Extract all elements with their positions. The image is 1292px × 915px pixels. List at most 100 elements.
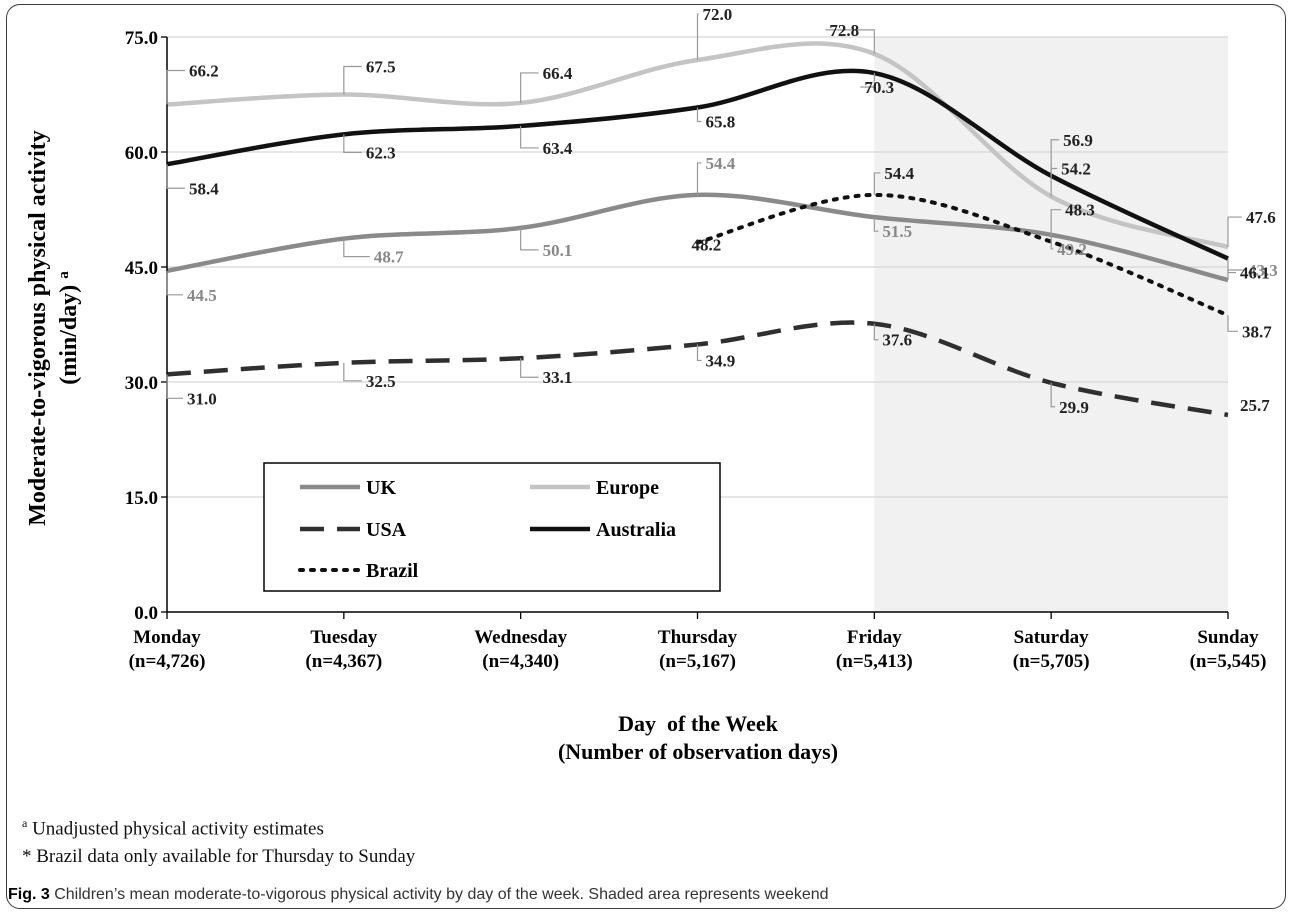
- data-label-brazil: 38.7: [1242, 322, 1272, 341]
- data-label-leader: [343, 362, 362, 382]
- data-label-leader: [166, 270, 183, 296]
- x-tick-label: Thursday: [658, 627, 738, 648]
- data-label-europe: 67.5: [366, 58, 396, 77]
- data-label-australia: 58.4: [189, 179, 219, 198]
- data-label-uk: 48.7: [374, 248, 404, 267]
- data-label-brazil: 54.4: [884, 164, 914, 183]
- weekend-shading: [874, 37, 1228, 612]
- data-label-leader: [1050, 209, 1062, 242]
- data-label-leader: [873, 217, 879, 232]
- data-label-brazil: 48.2: [692, 235, 722, 254]
- footnote-a-text: Unadjusted physical activity estimates: [27, 818, 324, 840]
- data-label-leader: [1227, 258, 1236, 274]
- data-label-australia: 56.9: [1063, 131, 1093, 150]
- data-label-uk: 54.4: [706, 154, 736, 173]
- x-tick-label: Tuesday: [310, 627, 377, 648]
- x-tick-label: Monday: [133, 627, 201, 648]
- data-label-leader: [873, 323, 879, 341]
- data-label-leader: [696, 13, 699, 60]
- data-label-usa: 33.1: [543, 368, 573, 387]
- data-label-leader: [696, 107, 702, 123]
- footnote-brazil: * Brazil data only available for Thursda…: [22, 846, 416, 867]
- legend-label-europe: Europe: [596, 477, 659, 499]
- figure-caption-text: Children’s mean moderate-to-vigorous phy…: [49, 886, 829, 903]
- x-tick-label: Saturday: [1014, 627, 1089, 648]
- x-tick-count-label: (n=5,545): [1190, 651, 1267, 672]
- data-label-australia: 46.1: [1240, 264, 1270, 283]
- legend-label-brazil: Brazil: [366, 560, 419, 582]
- legend-label-australia: Australia: [596, 519, 676, 541]
- legend-label-usa: USA: [366, 519, 407, 541]
- data-label-usa: 32.5: [366, 372, 396, 391]
- x-tick-count-label: (n=4,340): [482, 651, 559, 672]
- data-label-usa: 29.9: [1059, 398, 1089, 417]
- figure-caption: Fig. 3 Children’s mean moderate-to-vigor…: [8, 886, 829, 904]
- data-label-usa: 37.6: [882, 331, 912, 350]
- y-tick-label: 0.0: [134, 603, 158, 624]
- y-tick-label: 60.0: [125, 143, 158, 164]
- y-axis-title-line1: Moderate-to-vigorous physical activity: [25, 130, 51, 526]
- data-label-uk: 51.5: [882, 222, 912, 241]
- data-label-europe: 72.0: [703, 5, 733, 24]
- mvpa-line-chart: 0.0 15.0 30.0 45.0 60.0 75.0 Monday (n=4,726) Tu…: [25, 5, 1278, 764]
- legend-box: [263, 462, 721, 592]
- data-label-australia: 70.3: [864, 78, 894, 97]
- data-label-leader: [1227, 216, 1242, 248]
- data-label-leader: [343, 134, 362, 153]
- data-label-europe: 66.2: [189, 61, 219, 80]
- x-tick-count-label: (n=5,413): [836, 651, 913, 672]
- data-label-europe: 66.4: [543, 64, 573, 83]
- data-label-australia: 63.4: [543, 139, 573, 158]
- data-label-europe: 72.8: [829, 21, 859, 40]
- data-label-leader: [696, 344, 702, 362]
- x-tick-count-label: (n=4,367): [305, 651, 382, 672]
- data-label-leader: [1227, 315, 1238, 332]
- data-label-leader: [696, 162, 702, 195]
- data-label-europe: 54.2: [1061, 159, 1091, 178]
- x-axis-title-line2: (Number of observation days): [558, 739, 838, 764]
- y-tick-label: 45.0: [125, 258, 158, 279]
- x-tick-count-label: (n=5,167): [659, 651, 736, 672]
- data-label-uk: 50.1: [543, 241, 573, 260]
- data-label-brazil: 48.3: [1065, 201, 1095, 220]
- data-label-usa: 31.0: [187, 389, 217, 408]
- y-tick-label: 15.0: [125, 488, 158, 509]
- x-tick-label: Friday: [847, 627, 902, 648]
- data-label-europe: 47.6: [1246, 208, 1276, 227]
- y-axis-title-superscript: a: [56, 271, 72, 279]
- figure-caption-label: Fig. 3: [8, 886, 50, 903]
- footnote-a-marker: a: [22, 816, 28, 830]
- data-label-leader: [343, 65, 362, 95]
- y-tick-label: 75.0: [125, 28, 158, 49]
- data-label-leader: [873, 172, 881, 195]
- data-label-leader: [1050, 382, 1056, 408]
- data-label-uk: 49.2: [1057, 240, 1087, 259]
- data-label-usa: 25.7: [1240, 396, 1270, 415]
- x-axis-title-line1: Day of the Week: [618, 711, 778, 736]
- data-label-leader: [825, 29, 875, 54]
- data-label-australia: 65.8: [706, 113, 736, 132]
- x-tick-label: Sunday: [1197, 627, 1259, 648]
- data-label-leader: [343, 238, 370, 258]
- data-label-leader: [520, 227, 539, 251]
- data-label-uk: 43.3: [1248, 261, 1278, 280]
- x-tick-count-label: (n=4,726): [129, 651, 206, 672]
- data-label-leader: [860, 73, 875, 88]
- y-axis-title-unit: (min/day): [56, 285, 82, 385]
- data-label-leader: [520, 125, 539, 149]
- y-tick-label: 30.0: [125, 373, 158, 394]
- data-label-leader: [520, 358, 539, 378]
- data-label-australia: 62.3: [366, 143, 396, 162]
- data-label-leader: [1050, 139, 1060, 176]
- data-label-leader: [166, 374, 183, 399]
- x-tick-count-label: (n=5,705): [1013, 651, 1090, 672]
- footnote-a: a Unadjusted physical activity estimates: [22, 816, 324, 840]
- data-label-leader: [166, 69, 185, 105]
- y-axis-title-line2: (min/day) a: [56, 271, 82, 385]
- data-label-leader: [520, 72, 539, 103]
- legend-label-uk: UK: [366, 477, 396, 499]
- data-label-usa: 34.9: [706, 351, 736, 370]
- data-label-uk: 44.5: [187, 286, 217, 305]
- data-label-leader: [166, 164, 185, 189]
- x-tick-label: Wednesday: [474, 627, 567, 648]
